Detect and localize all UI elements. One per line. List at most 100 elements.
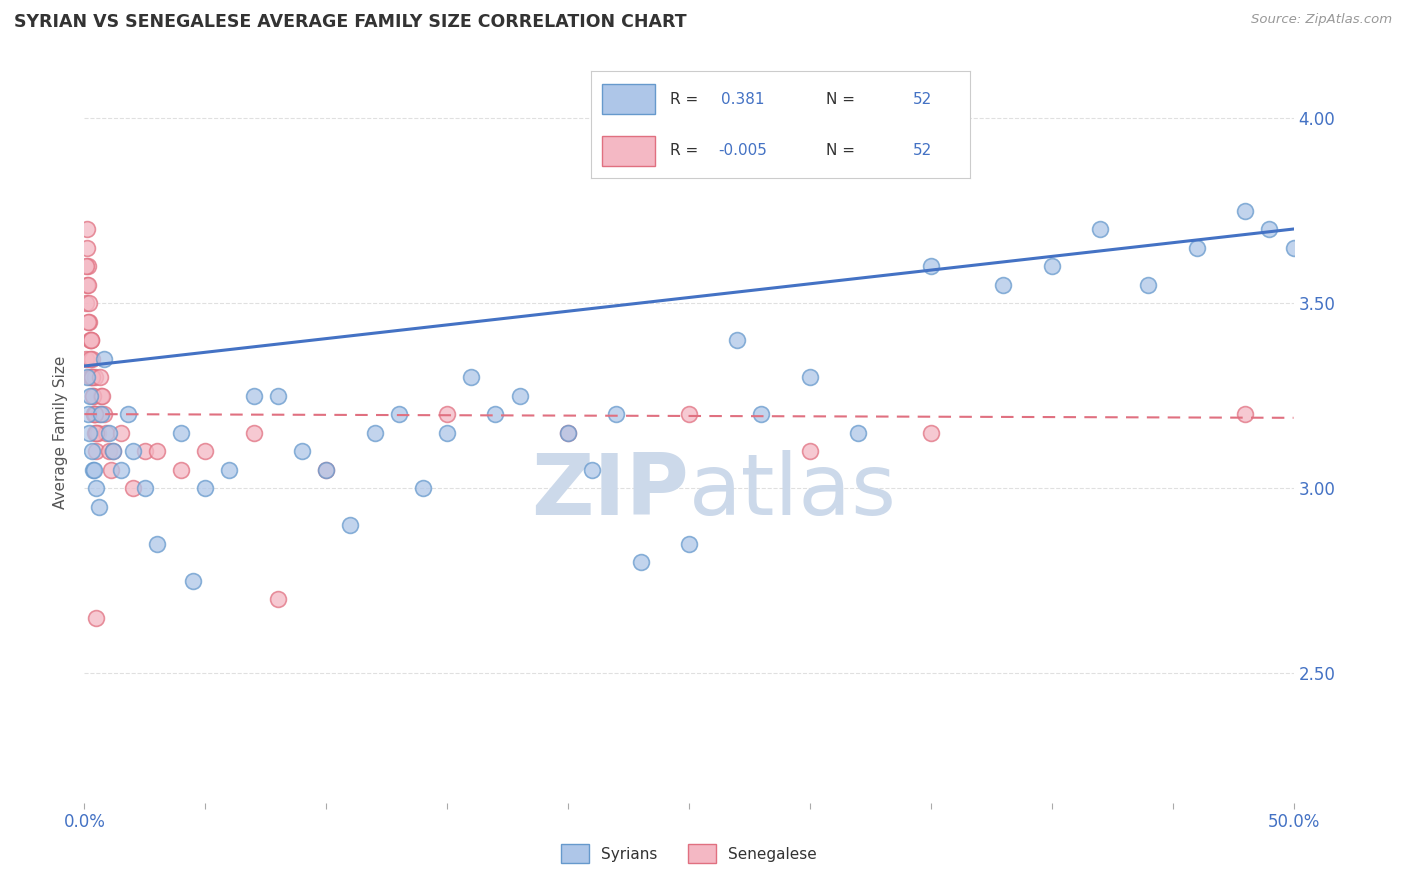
Point — [267, 389, 290, 403]
Point — [242, 389, 264, 403]
Point — [194, 444, 217, 458]
Point — [83, 462, 105, 476]
Point — [91, 389, 114, 403]
Point — [436, 425, 458, 440]
Point — [80, 444, 103, 458]
Text: Source: ZipAtlas.com: Source: ZipAtlas.com — [1251, 13, 1392, 27]
Point — [134, 444, 156, 458]
Point — [110, 462, 132, 476]
Point — [82, 370, 104, 384]
Point — [315, 462, 337, 476]
Point — [581, 462, 603, 476]
Point — [76, 277, 98, 292]
Point — [242, 425, 264, 440]
Point — [80, 333, 103, 347]
Point — [87, 500, 110, 514]
Text: R =: R = — [671, 92, 699, 107]
Point — [83, 407, 105, 421]
Point — [75, 296, 97, 310]
Point — [678, 407, 700, 421]
Point — [82, 389, 104, 403]
Point — [412, 481, 434, 495]
Text: -0.005: -0.005 — [718, 143, 766, 158]
Point — [77, 407, 100, 421]
Point — [1137, 277, 1160, 292]
Point — [76, 241, 98, 255]
Point — [79, 351, 101, 366]
Point — [82, 389, 104, 403]
Point — [194, 481, 217, 495]
Point — [605, 407, 627, 421]
Point — [76, 277, 98, 292]
Text: 52: 52 — [914, 143, 932, 158]
Point — [1234, 203, 1257, 218]
Point — [181, 574, 204, 588]
Point — [77, 296, 100, 310]
Point — [84, 425, 107, 440]
Point — [267, 592, 290, 607]
Text: SYRIAN VS SENEGALESE AVERAGE FAMILY SIZE CORRELATION CHART: SYRIAN VS SENEGALESE AVERAGE FAMILY SIZE… — [14, 13, 686, 31]
Point — [509, 389, 531, 403]
Legend: Syrians, Senegalese: Syrians, Senegalese — [555, 838, 823, 869]
Point — [89, 370, 111, 384]
Point — [920, 259, 942, 273]
Point — [75, 351, 97, 366]
Text: ZIP: ZIP — [531, 450, 689, 533]
Point — [77, 425, 100, 440]
Point — [76, 370, 98, 384]
Point — [75, 259, 97, 273]
Point — [339, 518, 361, 533]
Point — [170, 425, 193, 440]
Point — [146, 444, 169, 458]
Point — [82, 351, 104, 366]
Point — [80, 333, 103, 347]
Point — [1040, 259, 1063, 273]
Point — [110, 425, 132, 440]
Point — [363, 425, 385, 440]
Point — [93, 351, 115, 366]
Text: 52: 52 — [914, 92, 932, 107]
Point — [725, 333, 748, 347]
Point — [134, 481, 156, 495]
Point — [630, 555, 652, 569]
Point — [291, 444, 314, 458]
Point — [76, 222, 98, 236]
Y-axis label: Average Family Size: Average Family Size — [53, 356, 69, 509]
Point — [846, 425, 869, 440]
Text: N =: N = — [825, 92, 855, 107]
Point — [436, 407, 458, 421]
Point — [83, 370, 105, 384]
Point — [993, 277, 1015, 292]
Point — [315, 462, 337, 476]
Point — [121, 444, 143, 458]
Point — [103, 444, 125, 458]
Point — [77, 314, 100, 328]
Point — [218, 462, 240, 476]
Point — [557, 425, 579, 440]
Text: N =: N = — [825, 143, 855, 158]
Point — [79, 333, 101, 347]
Point — [77, 314, 100, 328]
FancyBboxPatch shape — [602, 84, 655, 114]
Point — [87, 407, 110, 421]
Point — [1088, 222, 1111, 236]
Text: atlas: atlas — [689, 450, 897, 533]
Point — [83, 407, 105, 421]
Point — [84, 425, 107, 440]
Point — [97, 444, 120, 458]
Point — [79, 389, 101, 403]
Point — [484, 407, 506, 421]
Point — [1234, 407, 1257, 421]
Point — [146, 536, 169, 550]
Point — [678, 536, 700, 550]
Point — [920, 425, 942, 440]
Point — [86, 444, 108, 458]
Point — [97, 425, 120, 440]
Point — [557, 425, 579, 440]
FancyBboxPatch shape — [602, 136, 655, 166]
Point — [86, 425, 108, 440]
Point — [121, 481, 143, 495]
Point — [83, 407, 105, 421]
Point — [90, 407, 112, 421]
Point — [1258, 222, 1281, 236]
